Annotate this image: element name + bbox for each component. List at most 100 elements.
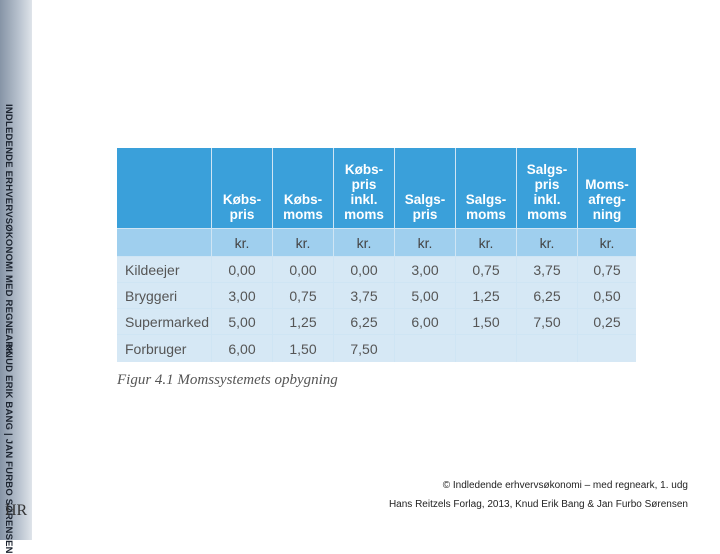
- cell-text: 6,25: [350, 313, 378, 330]
- cell-text: moms: [527, 207, 567, 222]
- cell-text: 7,50: [533, 313, 561, 330]
- caption: Figur 4.1 Momssystemets opbygning: [117, 372, 338, 388]
- cell-text: 0,75: [472, 261, 500, 278]
- cell-text: Købs-: [344, 162, 384, 177]
- cell: [117, 148, 211, 228]
- cell: [578, 335, 636, 362]
- cell: 6,25: [517, 283, 577, 308]
- cell-text: Købs-: [222, 192, 262, 207]
- cell: 0,75: [273, 283, 333, 308]
- cell: [395, 335, 455, 362]
- cell: 7,50: [334, 335, 394, 362]
- sidebar-authors: KNUD ERIK BANG | JAN FURBO SØRENSEN: [3, 344, 14, 554]
- cell-text: Moms-: [585, 177, 629, 192]
- cell: 0,00: [212, 257, 272, 282]
- table: Købs-pris kr. Købs-moms kr. Købs-pris inkl. mo…: [117, 148, 636, 362]
- cell-text: 0,00: [228, 261, 256, 278]
- cell-text: pris: [534, 177, 560, 192]
- cell: 0,00: [273, 257, 333, 282]
- cell: kr.: [395, 229, 455, 256]
- sidebar: INDLEDENDE ERHVERVSØKONOMI MED REGNEARK …: [0, 0, 32, 554]
- cell-text: 0,25: [593, 313, 621, 330]
- cell-text: kr.: [478, 234, 494, 251]
- cell-text: 0,50: [593, 287, 621, 304]
- cell: 3,75: [517, 257, 577, 282]
- cell-text: 7,50: [350, 340, 378, 357]
- cell: Salgs-moms: [456, 148, 516, 228]
- cell-text: 3,00: [228, 287, 256, 304]
- cell-text: Bryggeri: [125, 287, 178, 304]
- cell: 3,75: [334, 283, 394, 308]
- cell: [517, 335, 577, 362]
- cell-text: 5,00: [228, 313, 256, 330]
- cell-text: kr.: [234, 234, 250, 251]
- cell: 1,50: [456, 309, 516, 334]
- cell: Forbruger: [117, 335, 211, 362]
- footer-line: © Indledende erhvervsøkonomi – med regne…: [442, 480, 688, 491]
- cell: Salgs-pris: [395, 148, 455, 228]
- cell: 1,25: [273, 309, 333, 334]
- page: INDLEDENDE ERHVERVSØKONOMI MED REGNEARK …: [0, 0, 688, 554]
- cell-text: 1,50: [289, 340, 317, 357]
- cell: 7,50: [517, 309, 577, 334]
- cell-text: ning: [592, 207, 622, 222]
- cell-text: kr.: [599, 234, 615, 251]
- cell: 0,25: [578, 309, 636, 334]
- cell: 6,00: [395, 309, 455, 334]
- cell: Købs-pris: [212, 148, 272, 228]
- cell-text: 1,50: [472, 313, 500, 330]
- cell-text: 3,00: [411, 261, 439, 278]
- cell-text: moms: [283, 207, 323, 222]
- cell-text: 0,00: [350, 261, 378, 278]
- cell: Kildeejer: [117, 257, 211, 282]
- cell: kr.: [334, 229, 394, 256]
- cell: kr.: [456, 229, 516, 256]
- cell-text: Salgs-: [404, 192, 446, 207]
- cell-text: 0,00: [289, 261, 317, 278]
- cell: 1,25: [456, 283, 516, 308]
- cell: 6,25: [334, 309, 394, 334]
- cell-text: pris: [229, 207, 255, 222]
- cell-text: Forbruger: [125, 340, 187, 357]
- cell-text: kr.: [539, 234, 555, 251]
- cell-text: 5,00: [411, 287, 439, 304]
- cell: [117, 229, 211, 256]
- cell-text: 0,75: [289, 287, 317, 304]
- cell: Købs-pris inkl. moms: [334, 148, 394, 228]
- cell: 3,00: [212, 283, 272, 308]
- cell: [456, 335, 516, 362]
- cell-text: Salgs-: [526, 162, 568, 177]
- cell-text: inkl.: [533, 192, 561, 207]
- cell: 0,00: [334, 257, 394, 282]
- cell-text: moms: [466, 207, 506, 222]
- cell-text: kr.: [417, 234, 433, 251]
- cell-text: 6,00: [228, 340, 256, 357]
- cell-text: Kildeejer: [125, 261, 180, 278]
- cell: 1,50: [273, 335, 333, 362]
- cell-text: Salgs-: [465, 192, 507, 207]
- cell-text: 3,75: [533, 261, 561, 278]
- cell: 5,00: [212, 309, 272, 334]
- cell-text: Købs-: [283, 192, 323, 207]
- cell: kr.: [212, 229, 272, 256]
- cell: Supermarked: [117, 309, 211, 334]
- cell: 3,00: [395, 257, 455, 282]
- cell-text: pris: [412, 207, 438, 222]
- cell-text: Supermarked: [125, 313, 210, 330]
- sidebar-title: INDLEDENDE ERHVERVSØKONOMI MED REGNEARK: [3, 104, 14, 356]
- cell-text: kr.: [356, 234, 372, 251]
- cell-text: 0,75: [593, 261, 621, 278]
- cell: 5,00: [395, 283, 455, 308]
- cell-text: 3,75: [350, 287, 378, 304]
- cell: kr.: [578, 229, 636, 256]
- cell: kr.: [517, 229, 577, 256]
- cell: Bryggeri: [117, 283, 211, 308]
- cell: 0,50: [578, 283, 636, 308]
- cell-text: moms: [344, 207, 384, 222]
- cell: kr.: [273, 229, 333, 256]
- cell-text: 1,25: [472, 287, 500, 304]
- cell: 0,75: [456, 257, 516, 282]
- cell-text: 6,00: [411, 313, 439, 330]
- cell-text: inkl.: [350, 192, 378, 207]
- cell-text: afreg-: [588, 192, 626, 207]
